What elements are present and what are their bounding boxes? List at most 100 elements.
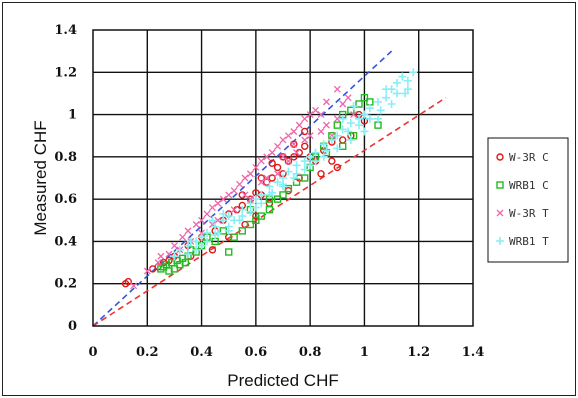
data-point	[265, 182, 274, 191]
data-point	[238, 227, 246, 235]
data-point	[322, 98, 330, 106]
x-tick-label: 0	[88, 345, 97, 360]
data-point	[317, 111, 325, 119]
data-point	[382, 85, 391, 94]
data-point	[246, 199, 255, 208]
data-point	[382, 93, 391, 102]
data-point	[333, 115, 341, 123]
data-point	[225, 191, 233, 199]
data-point	[235, 216, 244, 225]
data-point	[306, 132, 314, 140]
data-point	[192, 221, 200, 228]
x-tick-label: 1.4	[462, 345, 485, 360]
data-point	[230, 233, 238, 241]
data-point	[279, 180, 287, 189]
data-point	[214, 199, 222, 207]
data-point	[179, 233, 187, 241]
data-point	[339, 100, 347, 108]
data-point	[213, 228, 222, 237]
data-point	[181, 258, 189, 267]
data-point	[246, 170, 254, 178]
legend-label: WRB1 T	[509, 235, 549, 248]
data-point	[203, 210, 211, 218]
data-point	[311, 148, 320, 157]
series-wrb1-t	[170, 68, 418, 261]
x-tick-label: 0.8	[299, 345, 322, 360]
data-point	[355, 100, 363, 108]
data-point	[252, 163, 260, 171]
data-point	[393, 89, 401, 98]
data-point	[273, 163, 282, 172]
data-point	[365, 104, 374, 113]
data-point	[157, 252, 165, 260]
data-point	[279, 191, 287, 199]
data-point	[319, 140, 328, 149]
y-tick-label: 0.8	[54, 150, 77, 165]
data-point	[246, 220, 255, 229]
y-tick-label: 1	[68, 108, 77, 123]
data-point	[328, 157, 336, 165]
data-point	[257, 212, 265, 220]
data-point	[263, 174, 271, 182]
data-point	[290, 153, 298, 161]
data-point	[317, 128, 325, 135]
data-point	[355, 121, 363, 130]
data-point	[347, 106, 355, 115]
x-axis-title: Predicted CHF	[227, 371, 338, 390]
data-point	[333, 121, 341, 129]
data-point	[338, 125, 347, 134]
data-point	[184, 241, 192, 250]
data-point	[376, 106, 385, 115]
data-point	[319, 152, 328, 161]
data-point	[312, 106, 320, 114]
data-point	[241, 174, 249, 182]
data-point	[333, 163, 341, 172]
data-point	[263, 153, 271, 161]
data-point	[263, 178, 271, 186]
data-point	[268, 149, 276, 157]
data-point	[374, 97, 382, 106]
data-point	[292, 169, 301, 178]
reference-line	[92, 50, 393, 327]
data-point	[290, 128, 298, 135]
data-point	[346, 135, 355, 144]
data-point	[346, 119, 355, 128]
data-point	[360, 110, 369, 119]
data-point	[211, 222, 220, 231]
data-point	[290, 140, 298, 148]
data-point	[208, 204, 216, 212]
data-point	[403, 85, 412, 94]
data-point	[154, 259, 162, 267]
data-point	[344, 94, 352, 102]
data-point	[374, 114, 382, 123]
data-point	[241, 191, 249, 199]
data-point	[333, 85, 341, 93]
data-point	[208, 246, 217, 254]
legend-marker	[496, 237, 504, 245]
x-tick-labels: 0 0.2 0.4 0.6 0.8 1 1.2 1.4	[88, 345, 484, 360]
y-tick-label: 0.4	[54, 234, 77, 249]
data-point	[301, 142, 309, 150]
data-point	[219, 209, 228, 218]
data-point	[198, 229, 206, 237]
data-point	[197, 241, 206, 250]
data-point	[317, 170, 325, 178]
data-point	[328, 132, 336, 140]
data-point	[265, 206, 274, 214]
data-point	[230, 206, 238, 214]
data-point	[327, 135, 336, 144]
data-point	[251, 203, 260, 212]
data-point	[257, 174, 265, 182]
data-point	[292, 178, 301, 186]
data-point	[184, 250, 192, 259]
legend-marker	[496, 153, 504, 161]
data-point	[224, 212, 233, 221]
data-point	[257, 157, 265, 165]
y-tick-label: 1.2	[54, 65, 77, 80]
y-tick-label: 0.2	[54, 277, 77, 292]
data-point	[360, 127, 369, 136]
data-point	[349, 102, 358, 111]
x-tick-label: 1	[360, 345, 369, 360]
data-point	[293, 149, 301, 157]
data-point	[198, 216, 206, 224]
